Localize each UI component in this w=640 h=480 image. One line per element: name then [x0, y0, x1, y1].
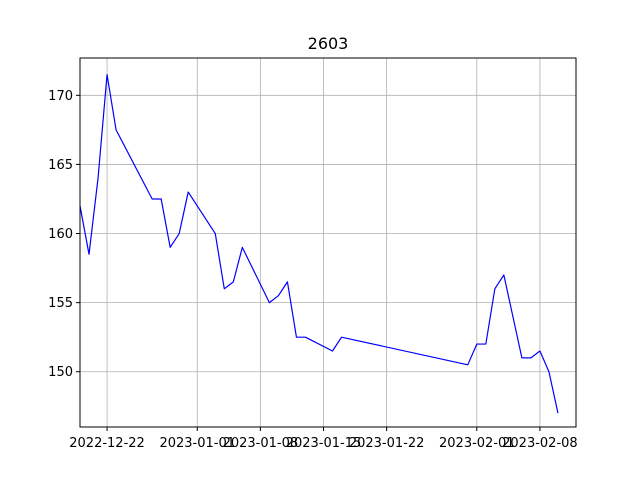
x-tick-label: 2023-01-08	[223, 436, 299, 451]
y-tick-label: 155	[48, 296, 73, 311]
series-line	[79, 73, 559, 414]
x-tick-label: 2023-01-01	[159, 436, 235, 451]
grid	[80, 58, 576, 427]
y-tick-label: 165	[48, 158, 73, 173]
y-tick-label: 170	[48, 89, 73, 104]
chart-title: 2603	[308, 34, 349, 53]
plot-frame	[79, 57, 577, 428]
x-tick-label: 2023-02-08	[502, 436, 578, 451]
series-group	[79, 73, 559, 414]
y-tick-label: 160	[48, 227, 73, 242]
x-tick-label: 2023-01-15	[286, 436, 362, 451]
x-tick-label: 2023-02-01	[439, 436, 515, 451]
x-tick-label: 2022-12-22	[69, 436, 145, 451]
y-tick-label: 150	[48, 365, 73, 380]
y-axis: 150 155 160 165 170	[48, 89, 80, 380]
x-axis: 2022-12-22 2023-01-012023-01-082023-01-15…	[69, 427, 578, 451]
x-tick-label: 2023-01-22	[349, 436, 425, 451]
